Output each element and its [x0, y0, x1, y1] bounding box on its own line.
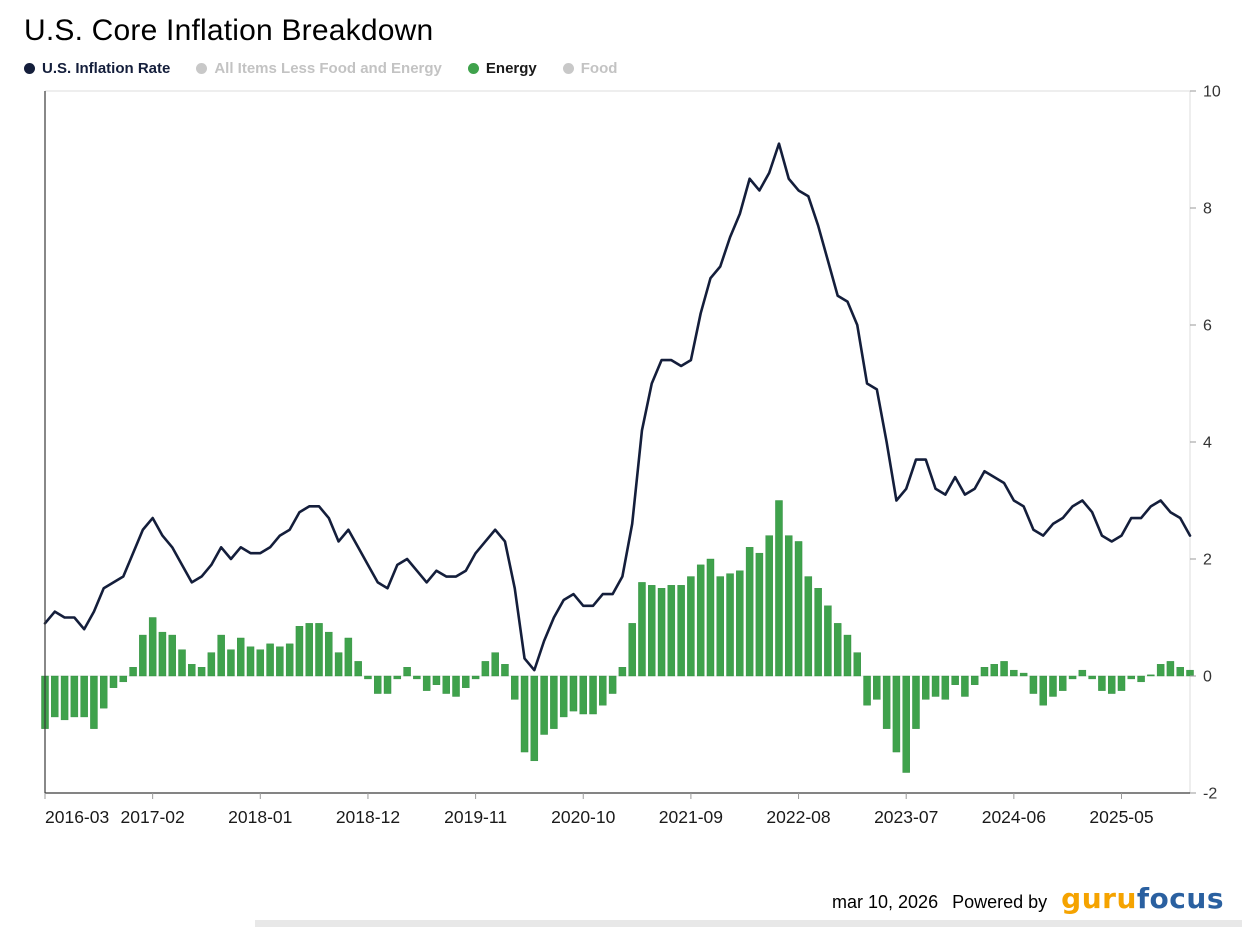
svg-text:4: 4	[1203, 435, 1212, 452]
svg-text:2025-05: 2025-05	[1089, 807, 1153, 827]
svg-text:10: 10	[1203, 84, 1221, 101]
gurufocus-logo[interactable]: gurufocus	[1061, 882, 1224, 915]
svg-text:2020-10: 2020-10	[551, 807, 615, 827]
chart-footer: mar 10, 2026 Powered by gurufocus	[832, 882, 1224, 915]
svg-text:6: 6	[1203, 318, 1212, 335]
svg-text:8: 8	[1203, 201, 1212, 218]
legend-dot-food-icon	[562, 63, 574, 74]
svg-text:0: 0	[1203, 669, 1212, 686]
y-axis-labels: -2 0 2 4 6 8 10	[1190, 84, 1221, 803]
bottom-edge-strip	[255, 920, 1242, 927]
svg-text:2018-12: 2018-12	[336, 807, 400, 827]
chart-legend: U.S. Inflation Rate All Items Less Food …	[0, 48, 1242, 77]
footer-date: mar 10, 2026	[832, 892, 939, 912]
legend-item-us-inflation-rate[interactable]: U.S. Inflation Rate	[24, 60, 170, 77]
svg-text:2016-03: 2016-03	[45, 807, 109, 827]
svg-text:2023-07: 2023-07	[874, 807, 938, 827]
svg-text:2018-01: 2018-01	[228, 807, 292, 827]
svg-text:2019-11: 2019-11	[444, 807, 507, 827]
legend-item-all-items-less-food-and-energy[interactable]: All Items Less Food and Energy	[196, 60, 442, 77]
chart-area[interactable]: -2 0 2 4 6 8 10 2016-03 2017-02 2018-01 2018-12 201…	[0, 81, 1242, 838]
legend-dot-all-items-icon	[196, 63, 208, 74]
logo-focus-text: focus	[1136, 882, 1224, 915]
energy-bars	[41, 500, 1194, 773]
svg-text:2022-08: 2022-08	[766, 807, 830, 827]
legend-label-food: Food	[580, 60, 618, 77]
logo-guru-text: guru	[1061, 882, 1137, 915]
legend-label-all-items: All Items Less Food and Energy	[214, 60, 442, 77]
page-title: U.S. Core Inflation Breakdown	[24, 14, 434, 47]
svg-text:2024-06: 2024-06	[982, 807, 1046, 827]
svg-text:2017-02: 2017-02	[121, 807, 185, 827]
inflation-line	[43, 142, 1192, 672]
legend-dot-us-inflation-rate-icon	[24, 63, 35, 74]
x-axis-labels: 2016-03 2017-02 2018-01 2018-12 2019-11 2020-…	[44, 793, 1154, 827]
legend-label-energy: Energy	[485, 60, 537, 77]
svg-text:2: 2	[1203, 552, 1212, 569]
legend-item-energy[interactable]: Energy	[467, 60, 537, 77]
powered-by-label: Powered by	[952, 892, 1048, 912]
svg-text:2021-09: 2021-09	[659, 807, 723, 827]
svg-text:-2: -2	[1203, 786, 1217, 803]
legend-dot-energy-icon	[467, 63, 479, 74]
legend-label-us-inflation-rate: U.S. Inflation Rate	[42, 60, 171, 77]
legend-item-food[interactable]: Food	[562, 60, 618, 77]
